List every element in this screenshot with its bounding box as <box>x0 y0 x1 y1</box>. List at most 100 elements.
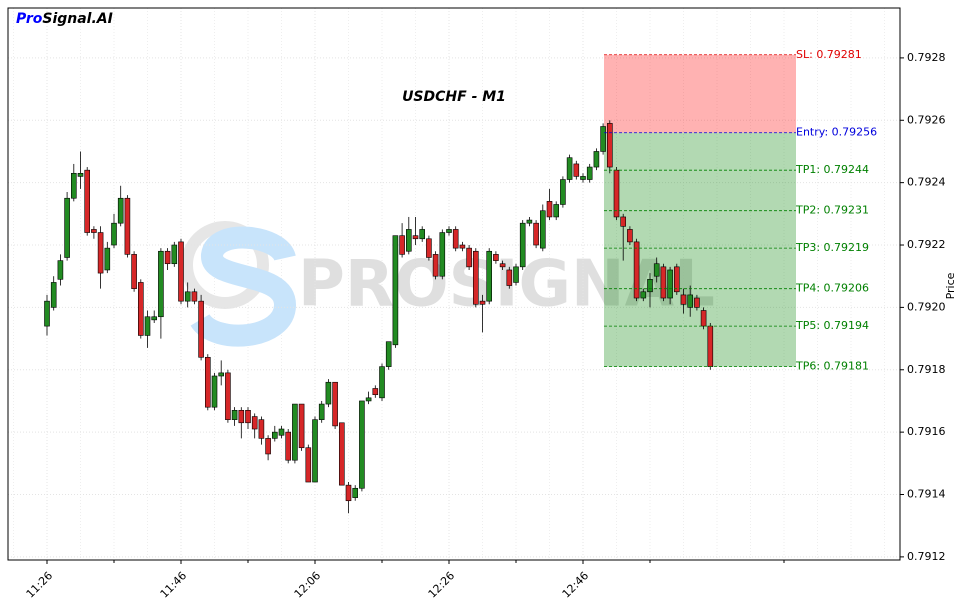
candle-body <box>144 316 151 336</box>
y-tick-label: 0.7912 <box>907 550 946 563</box>
candle-body <box>379 366 385 399</box>
candle-body <box>372 388 379 396</box>
candle-body <box>64 197 70 258</box>
watermark-logo <box>181 221 269 309</box>
candle-body <box>479 300 486 305</box>
candle-body <box>580 176 586 180</box>
candle-body <box>586 166 593 180</box>
candle-body <box>680 294 687 305</box>
candle-body <box>345 484 352 502</box>
chart-title: USDCHF - M1 <box>402 89 506 105</box>
candle-body <box>673 266 680 293</box>
candle-body <box>392 235 399 346</box>
candle-body <box>131 254 137 289</box>
candle-body <box>205 356 211 408</box>
candle-body <box>292 403 298 461</box>
y-tick-label: 0.7926 <box>907 113 946 126</box>
candle-body <box>138 282 144 336</box>
candle-body <box>385 341 392 367</box>
candle-body <box>432 254 439 277</box>
candle-body <box>419 229 426 240</box>
candle-body <box>365 397 372 402</box>
candle-body <box>513 266 519 283</box>
candle-body <box>104 247 111 271</box>
candle-body <box>44 300 50 327</box>
candle-body <box>472 250 479 305</box>
candle-body <box>151 316 157 321</box>
candle-body <box>218 372 224 377</box>
candle-body <box>412 235 419 240</box>
candle-body <box>57 260 64 280</box>
candle-body <box>439 232 446 277</box>
candle-body <box>627 229 633 243</box>
candle-body <box>506 269 513 286</box>
candle-body <box>84 169 90 233</box>
y-axis-label: Price <box>944 272 957 299</box>
candle-body <box>50 282 57 308</box>
candle-body <box>667 269 673 299</box>
take-profit-zone <box>604 132 796 367</box>
candle-body <box>77 172 84 177</box>
candle-body <box>198 300 204 358</box>
candle-body <box>707 325 714 367</box>
candle-body <box>600 126 606 152</box>
candle-body <box>519 222 526 268</box>
y-tick-label: 0.7924 <box>907 176 946 189</box>
level-label: TP3: 0.79219 <box>795 241 869 254</box>
candle-body <box>553 204 560 218</box>
y-tick-label: 0.7918 <box>907 363 946 376</box>
candle-body <box>486 250 493 302</box>
candle-body <box>452 229 459 249</box>
candle-body <box>700 310 707 327</box>
level-label: Entry: 0.79256 <box>796 126 877 139</box>
candle-body <box>171 244 178 265</box>
candle-body <box>164 250 171 265</box>
candle-body <box>178 241 184 302</box>
candle-body <box>620 216 627 227</box>
candle-body <box>694 297 700 308</box>
candle-body <box>285 431 292 461</box>
candle-body <box>231 410 238 420</box>
candle-body <box>687 294 694 308</box>
candle-body <box>466 247 472 268</box>
candle-body <box>91 229 97 233</box>
level-label: SL: 0.79281 <box>796 48 862 61</box>
candle-body <box>459 244 466 249</box>
candle-body <box>305 447 312 483</box>
y-tick-label: 0.7914 <box>907 488 946 501</box>
candle-body <box>225 372 231 420</box>
candle-body <box>359 400 365 489</box>
candle-body <box>352 487 359 498</box>
candle-body <box>405 229 412 252</box>
candle-body <box>191 291 198 302</box>
candle-body <box>271 431 278 439</box>
candle-body <box>539 210 546 249</box>
candle-body <box>533 222 539 246</box>
candle-body <box>647 279 653 293</box>
candle-body <box>298 403 305 449</box>
candle-body <box>124 197 131 255</box>
candle-body <box>653 263 660 277</box>
brand-rest: Signal.AI <box>42 11 112 27</box>
candle-body <box>593 151 600 168</box>
y-tick-label: 0.7928 <box>907 51 946 64</box>
candle-body <box>493 254 499 261</box>
candle-body <box>158 250 164 318</box>
candle-body <box>211 375 218 408</box>
y-tick-label: 0.7916 <box>907 425 946 438</box>
plot-frame <box>7 7 901 561</box>
level-label: TP2: 0.79231 <box>795 204 869 217</box>
candle-body <box>613 169 620 218</box>
candle-body <box>265 438 271 455</box>
candle-body <box>660 266 667 299</box>
candle-body <box>318 403 325 420</box>
candle-body <box>606 123 613 168</box>
candle-body <box>97 232 104 274</box>
candle-body <box>71 172 77 199</box>
level-label: TP5: 0.79194 <box>795 319 869 332</box>
candle-body <box>251 416 258 430</box>
y-tick-label: 0.7922 <box>907 238 946 251</box>
candle-body <box>640 291 647 299</box>
